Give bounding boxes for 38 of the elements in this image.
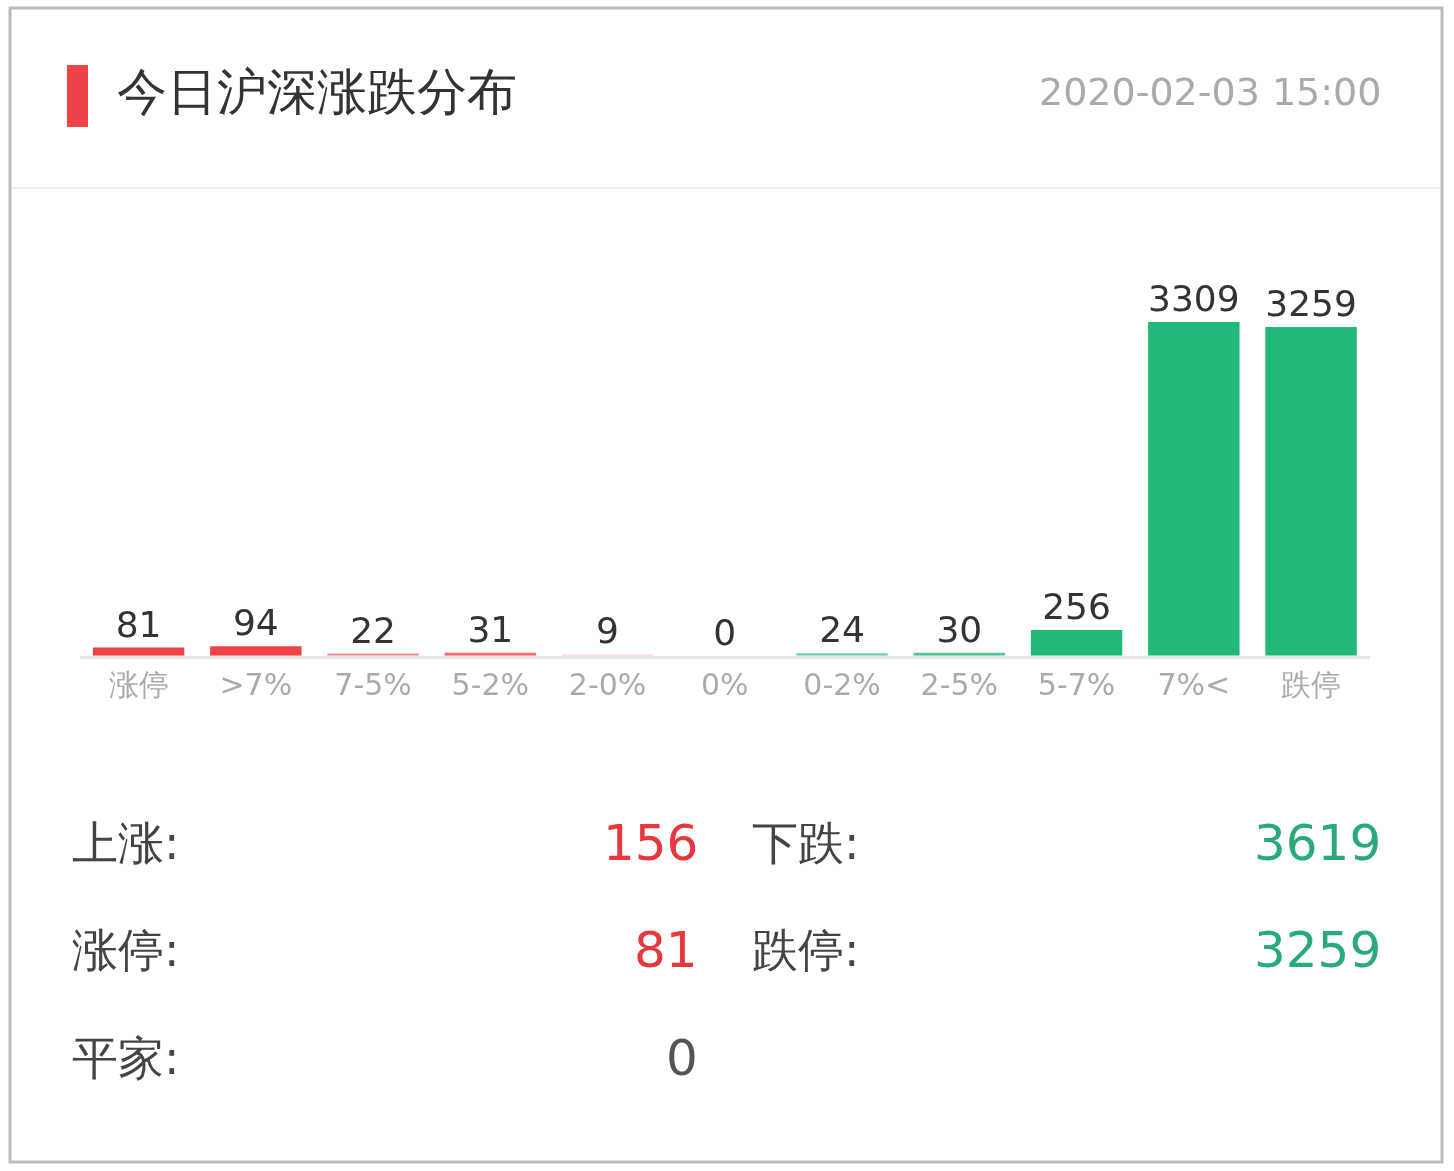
x-tick-label: 7%< [1157, 666, 1231, 702]
text: 涨停: [72, 923, 180, 977]
text: 3619 [1254, 814, 1382, 872]
data-label: 22 [350, 609, 396, 651]
text: 上涨: [72, 816, 180, 870]
bar [1030, 629, 1123, 656]
bar [1265, 327, 1357, 656]
x-tick-label: 5-7% [1037, 666, 1116, 702]
text: 3259 [1254, 921, 1382, 979]
text: 81 [634, 921, 698, 979]
x-tick-label: 涨停 [108, 666, 169, 702]
data-label: 24 [819, 609, 865, 651]
text: 平家: [72, 1031, 180, 1085]
data-label: 3259 [1265, 283, 1357, 325]
data-label: 94 [232, 602, 279, 644]
data-label: 256 [1042, 585, 1111, 627]
data-label: 0 [713, 611, 737, 653]
x-tick-label: 2-5% [920, 666, 999, 702]
x-tick-label: 7-5% [334, 666, 412, 702]
data-label: 31 [467, 608, 514, 650]
x-tick-label: 跌停 [1281, 666, 1342, 702]
text: 0 [666, 1029, 698, 1087]
x-tick-label: 0% [701, 666, 749, 702]
bar [1148, 322, 1240, 656]
text: 156 [603, 814, 699, 872]
chart-title: 今日沪深涨跌分布 [117, 63, 517, 121]
bar [210, 646, 302, 656]
data-label: 30 [936, 608, 983, 650]
chart-subtitle: 2020-02-03 15:00 [1039, 70, 1382, 114]
data-label: 3309 [1148, 278, 1240, 320]
data-label: 9 [596, 610, 620, 652]
text: 下跌: [752, 816, 860, 870]
data-label: 81 [115, 603, 162, 645]
x-tick-label: >7% [219, 666, 293, 702]
text: 跌停: [752, 923, 860, 977]
x-tick-label: 0-2% [803, 666, 881, 702]
x-tick-label: 2-0% [568, 666, 647, 702]
x-tick-label: 5-2% [451, 666, 530, 702]
